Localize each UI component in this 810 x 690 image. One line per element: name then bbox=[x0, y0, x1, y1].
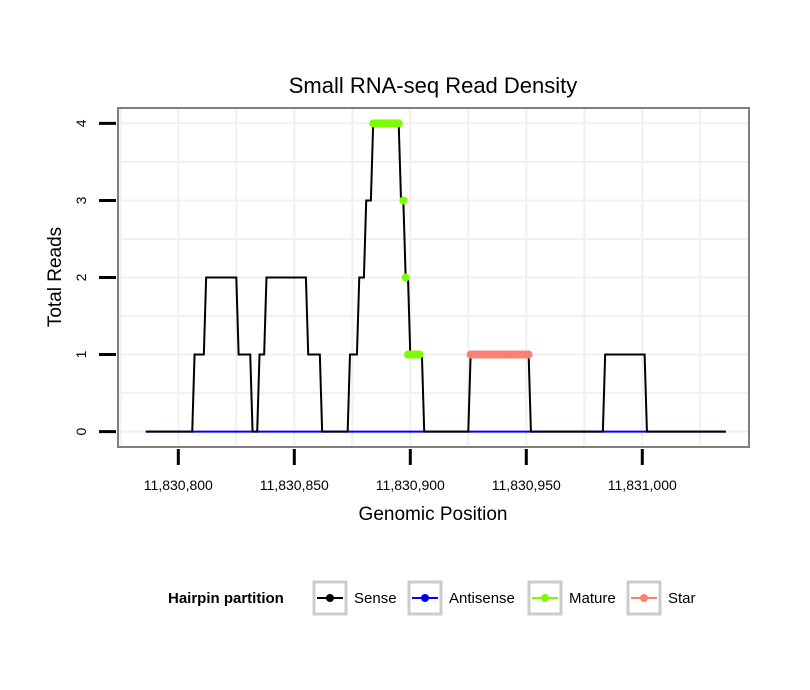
mature-point bbox=[399, 196, 408, 205]
mature-legend-point bbox=[541, 594, 549, 602]
star-point bbox=[524, 350, 533, 359]
y-tick-label: 2 bbox=[73, 273, 89, 281]
x-tick-label: 11,831,000 bbox=[608, 477, 677, 493]
mature-point bbox=[394, 119, 403, 128]
sense-legend-point bbox=[326, 594, 334, 602]
axes: 11,830,800 11,830,850 11,830,900 11,830,950… bbox=[73, 119, 677, 493]
y-axis-title: Total Reads bbox=[45, 227, 66, 327]
antisense-legend-point bbox=[421, 594, 429, 602]
antisense-legend-label: Antisense bbox=[449, 590, 515, 607]
star-legend-point bbox=[640, 594, 648, 602]
mature-legend-label: Mature bbox=[569, 590, 616, 607]
x-tick-label: 11,830,900 bbox=[376, 477, 445, 493]
y-tick-label: 1 bbox=[73, 350, 89, 358]
legend: Hairpin partition Sense Antisense Mature St… bbox=[168, 580, 696, 616]
star-legend-label: Star bbox=[668, 590, 696, 607]
y-tick-label: 3 bbox=[73, 196, 89, 204]
mature-point bbox=[401, 273, 410, 282]
x-tick-label: 11,830,800 bbox=[144, 477, 213, 493]
y-tick-label: 4 bbox=[73, 119, 89, 127]
series-layer bbox=[145, 119, 726, 433]
y-tick-label: 0 bbox=[73, 427, 89, 435]
x-axis-title: Genomic Position bbox=[359, 504, 508, 525]
chart-title: Small RNA-seq Read Density bbox=[289, 73, 578, 98]
mature-point bbox=[415, 350, 424, 359]
legend-title: Hairpin partition bbox=[168, 590, 284, 607]
x-tick-label: 11,830,850 bbox=[260, 477, 329, 493]
sense-legend-label: Sense bbox=[354, 590, 397, 607]
x-tick-label: 11,830,950 bbox=[492, 477, 561, 493]
